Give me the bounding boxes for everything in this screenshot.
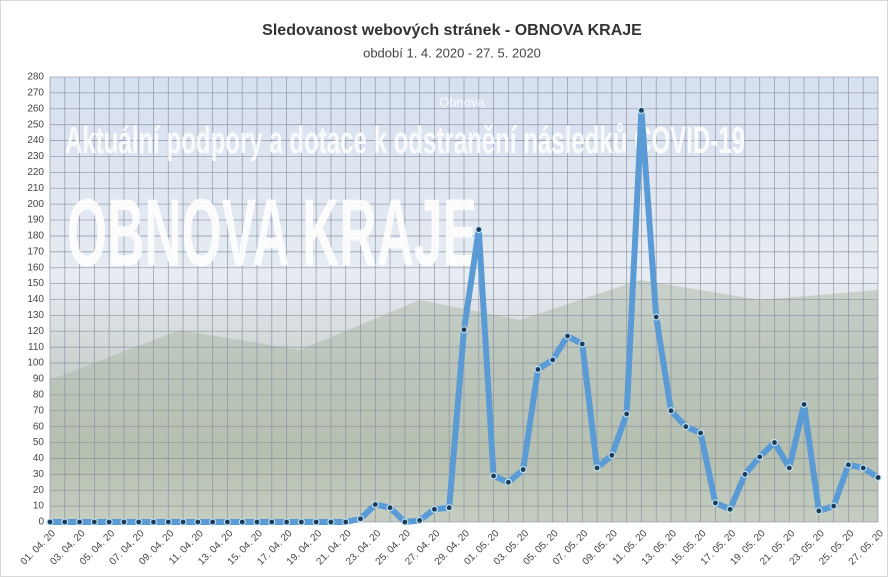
data-point <box>504 478 512 486</box>
y-tick-label: 150 <box>27 278 44 289</box>
data-point <box>519 465 527 474</box>
y-tick-label: 220 <box>27 167 44 178</box>
data-point <box>711 499 719 507</box>
data-point <box>593 464 601 472</box>
watermark-small: Obnova <box>439 94 485 109</box>
data-point <box>785 464 793 472</box>
data-point <box>371 500 379 509</box>
data-point <box>135 518 143 526</box>
data-point <box>445 504 453 512</box>
data-point <box>312 518 320 526</box>
y-tick-label: 20 <box>33 485 45 496</box>
y-tick-label: 30 <box>33 469 45 480</box>
y-tick-label: 160 <box>27 262 44 273</box>
y-tick-label: 40 <box>33 453 45 464</box>
data-point <box>756 453 764 461</box>
data-point <box>608 451 616 459</box>
y-tick-label: 10 <box>33 501 45 512</box>
data-point <box>46 518 54 526</box>
data-point <box>356 515 365 523</box>
data-point <box>563 332 572 340</box>
y-tick-label: 80 <box>33 389 45 400</box>
data-point <box>874 473 882 482</box>
data-point <box>120 518 128 526</box>
data-point <box>238 518 246 526</box>
data-point <box>342 518 350 526</box>
y-tick-label: 230 <box>27 151 44 162</box>
y-tick-label: 60 <box>33 421 45 432</box>
data-point <box>682 423 690 431</box>
data-point <box>815 507 823 515</box>
data-point <box>549 356 557 364</box>
data-point <box>61 518 69 526</box>
data-point <box>578 340 586 348</box>
data-point <box>741 470 749 478</box>
y-tick-label: 170 <box>27 246 44 257</box>
watermark-title: OBNOVA KRAJE <box>67 179 477 286</box>
data-point <box>489 472 498 480</box>
data-point <box>800 400 808 408</box>
y-tick-label: 280 <box>27 72 44 83</box>
data-point <box>297 518 305 526</box>
y-tick-label: 90 <box>33 374 45 385</box>
y-tick-label: 70 <box>33 405 45 416</box>
data-point <box>149 518 158 526</box>
data-point <box>770 438 779 447</box>
watermark-subtitle: Aktuální podpory a dotace k odstranění n… <box>65 120 745 162</box>
y-tick-label: 190 <box>27 215 44 226</box>
data-point <box>105 518 113 526</box>
data-point <box>179 518 187 526</box>
y-tick-label: 200 <box>27 199 44 210</box>
data-point <box>194 518 202 526</box>
chart-title: Sledovanost webových stránek - OBNOVA KR… <box>262 22 642 39</box>
y-tick-label: 270 <box>27 88 44 99</box>
data-point <box>209 518 217 526</box>
data-point <box>844 461 853 469</box>
data-point <box>164 518 172 526</box>
data-point <box>268 518 276 526</box>
y-tick-label: 180 <box>27 231 44 242</box>
y-tick-label: 120 <box>27 326 44 337</box>
y-tick-label: 110 <box>28 342 44 353</box>
data-point <box>623 410 631 418</box>
data-point <box>430 505 439 513</box>
data-point <box>460 326 468 334</box>
data-point <box>830 502 838 510</box>
data-point <box>475 225 483 234</box>
data-point <box>223 518 232 526</box>
y-tick-label: 130 <box>27 310 44 321</box>
data-point <box>637 106 646 114</box>
data-point <box>667 407 675 415</box>
data-point <box>534 365 542 374</box>
data-point <box>386 504 394 512</box>
data-point <box>327 518 335 526</box>
y-tick-label: 140 <box>27 294 44 305</box>
y-tick-label: 100 <box>27 358 44 369</box>
data-point <box>282 518 291 526</box>
data-point <box>859 464 867 472</box>
y-tick-label: 240 <box>27 135 44 146</box>
data-point <box>696 429 705 437</box>
data-point <box>416 516 424 525</box>
y-tick-label: 250 <box>27 119 44 130</box>
data-point <box>90 518 98 526</box>
y-tick-label: 0 <box>38 517 44 528</box>
data-point <box>253 518 261 526</box>
data-point <box>401 518 409 526</box>
y-tick-label: 260 <box>27 103 44 114</box>
y-tick-label: 50 <box>33 437 45 448</box>
data-point <box>75 518 84 526</box>
data-point <box>726 505 734 513</box>
chart-subtitle: období 1. 4. 2020 - 27. 5. 2020 <box>363 45 541 60</box>
y-tick-label: 210 <box>27 183 44 194</box>
data-point <box>652 313 660 321</box>
